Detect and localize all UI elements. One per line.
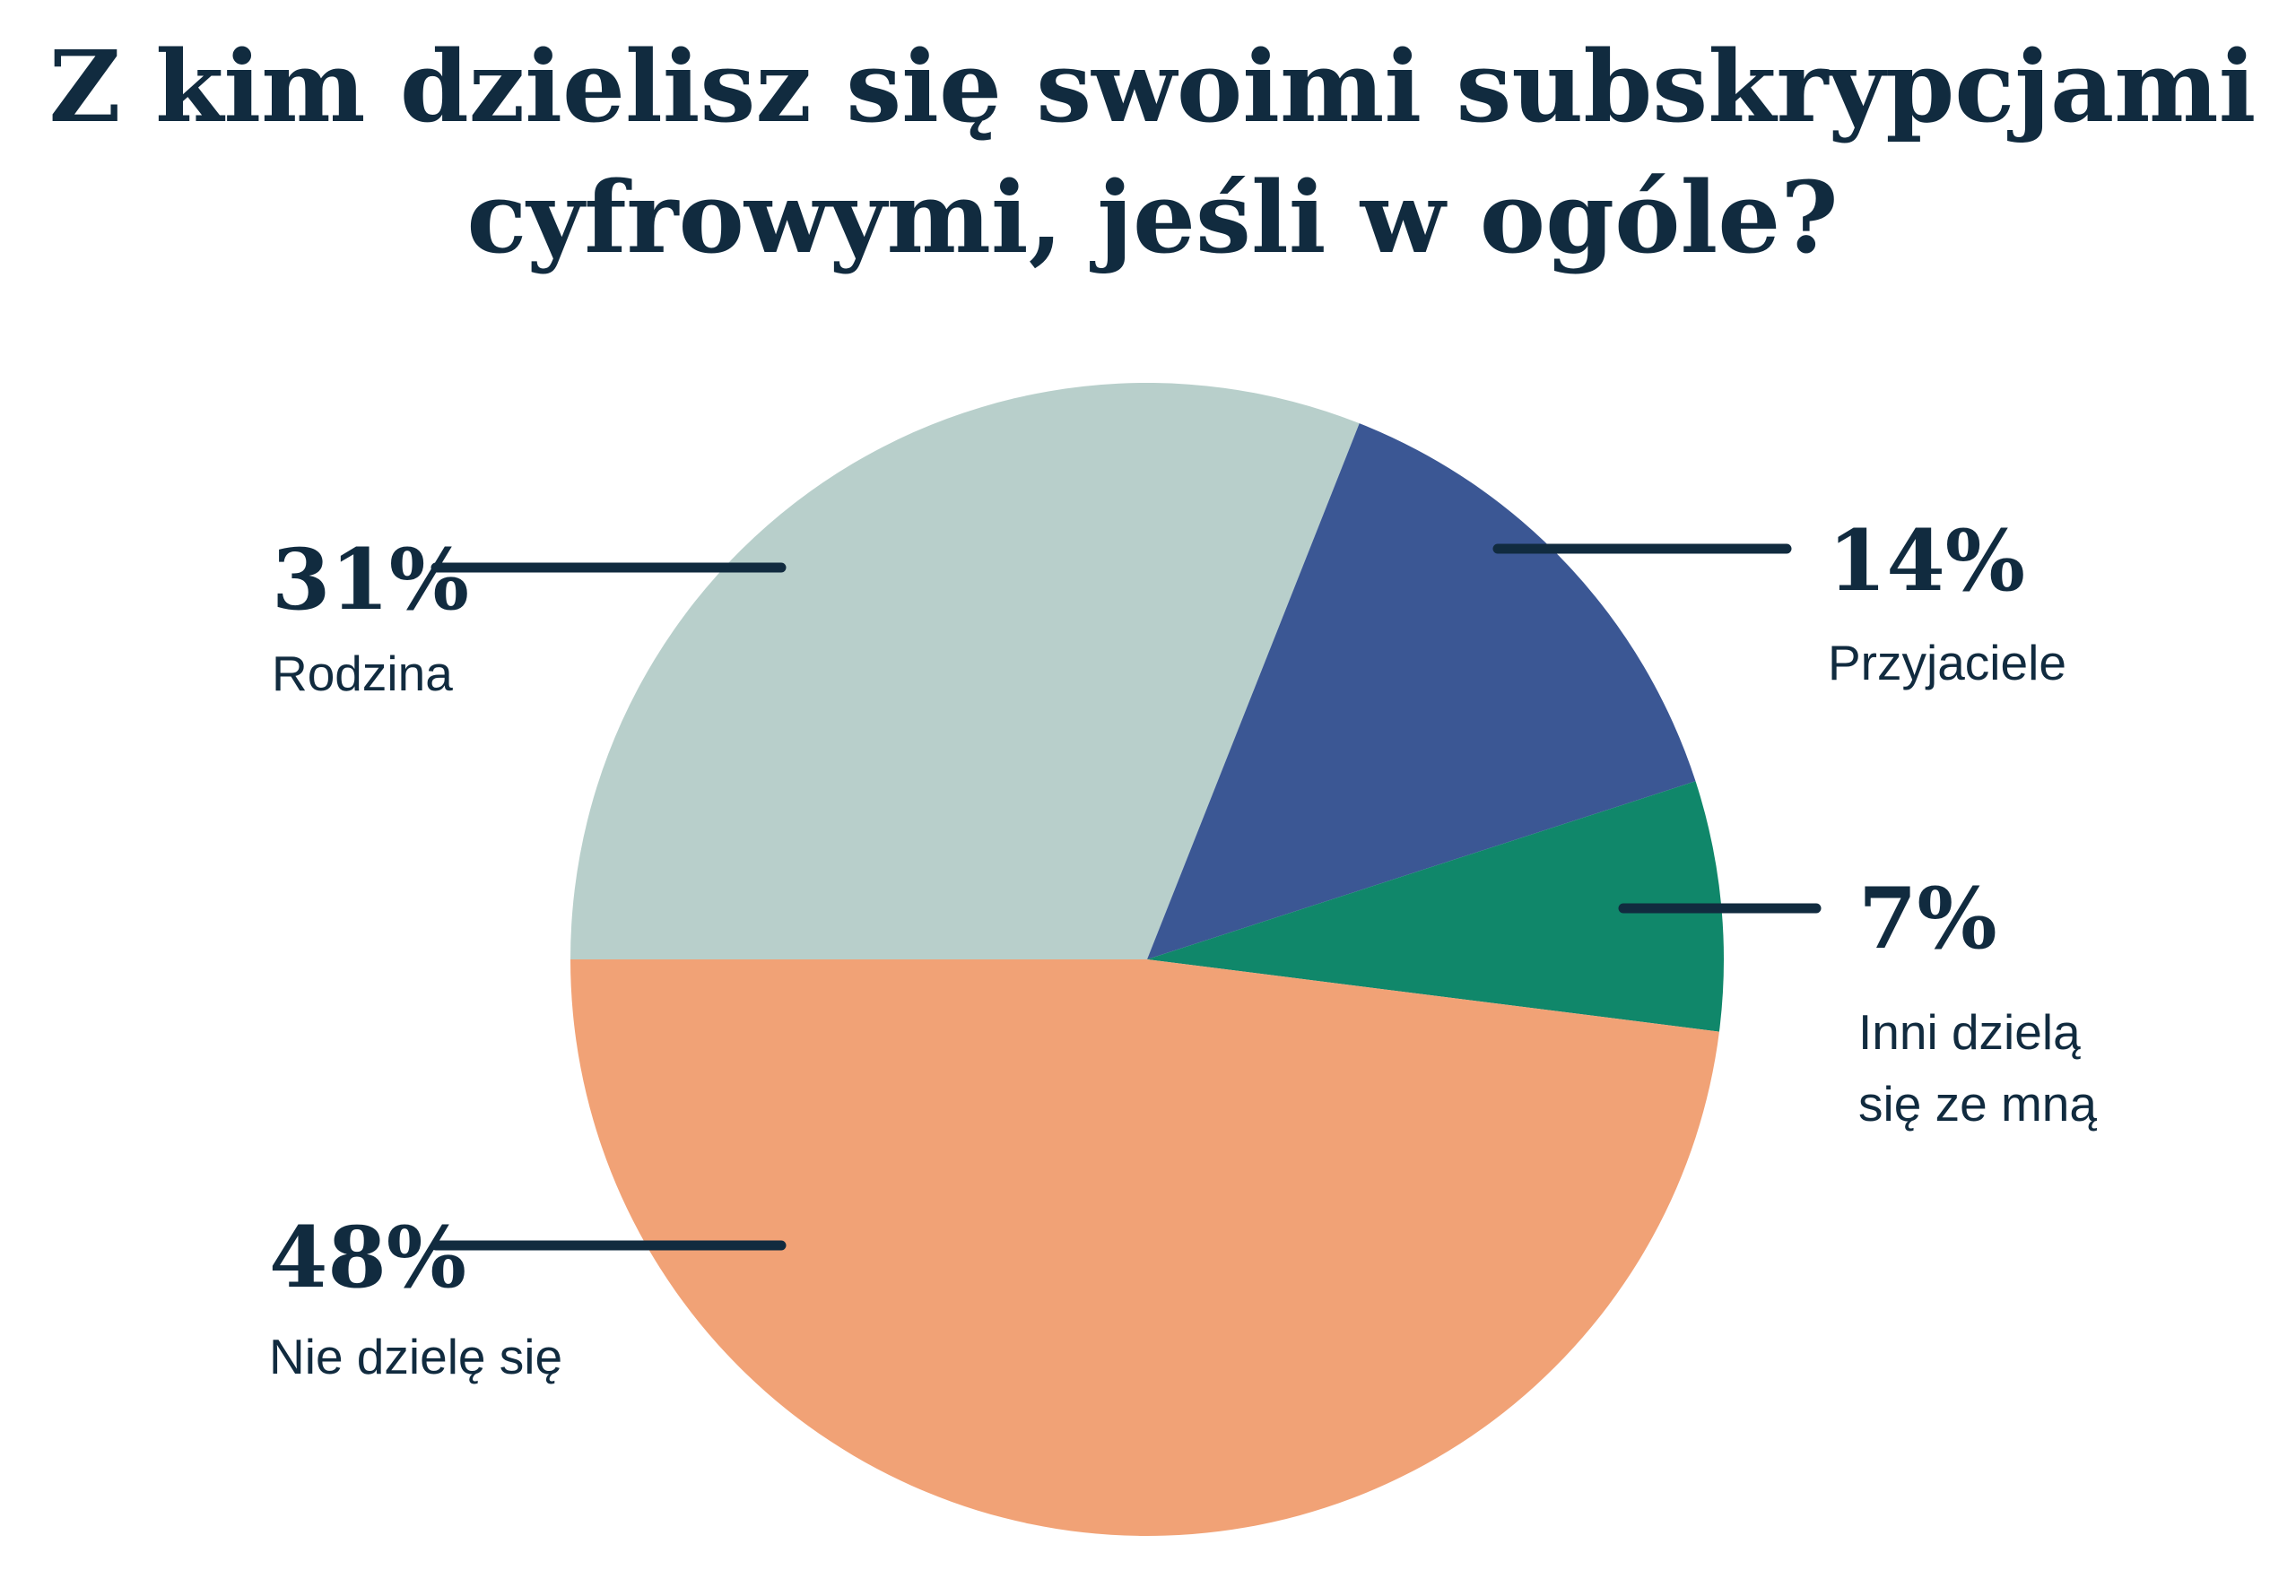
percentage-value-rodzina: 31% (272, 531, 469, 629)
category-label-przyjaciele: Przyjaciele (1828, 635, 2066, 690)
pie-slice-rodzina (570, 382, 1360, 959)
percentage-value-przyjaciele: 14% (1828, 512, 2025, 611)
callout-nie-dziele-sie: 48% Nie dzielę się (269, 1209, 787, 1384)
callout-przyjaciele: 14% Przyjaciele (1492, 512, 2066, 690)
category-label-nie-dziele-sie: Nie dzielę się (269, 1329, 562, 1384)
pie-slice-nie-dziele-sie (570, 959, 1719, 1537)
percentage-value-nie-dziele-sie: 48% (269, 1209, 466, 1307)
pie-slice-przyjaciele (1147, 423, 1696, 959)
category-label-inni-dziela-line1: Inni dzielą (1858, 1004, 2081, 1060)
category-label-inni-dziela-line2: się ze mną (1858, 1076, 2097, 1132)
percentage-value-inni-dziela: 7% (1858, 870, 1997, 968)
page-title-line1: Z kim dzielisz się swoimi subskrypcjami (49, 29, 2257, 144)
pie-slice-inni-dziela-sie-ze-mna (1147, 781, 1725, 1032)
callout-rodzina: 31% Rodzina (272, 531, 787, 701)
page-title-line2: cyfrowymi, jeśli w ogóle? (466, 160, 1838, 275)
pie-chart (570, 382, 1725, 1537)
page-title: Z kim dzielisz się swoimi subskrypcjami … (49, 29, 2257, 275)
category-label-rodzina: Rodzina (272, 646, 453, 701)
callout-inni-dziela: 7% Inni dzielą się ze mną (1618, 870, 2097, 1132)
